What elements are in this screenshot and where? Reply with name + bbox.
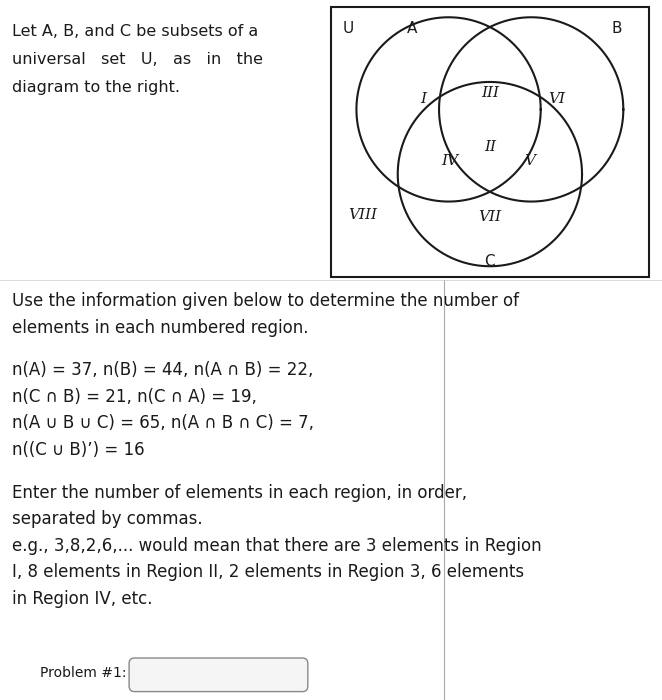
Text: VIII: VIII	[348, 207, 377, 221]
Text: B: B	[612, 21, 622, 36]
Text: U: U	[343, 21, 354, 36]
Text: elements in each numbered region.: elements in each numbered region.	[12, 318, 308, 337]
Text: C: C	[485, 254, 495, 270]
Text: A: A	[407, 21, 417, 36]
Text: Problem #1:: Problem #1:	[40, 666, 126, 680]
Text: n(A ∪ B ∪ C) = 65, n(A ∩ B ∩ C) = 7,: n(A ∪ B ∪ C) = 65, n(A ∩ B ∩ C) = 7,	[12, 414, 314, 433]
Text: Use the information given below to determine the number of: Use the information given below to deter…	[12, 292, 519, 310]
Text: V: V	[524, 153, 535, 167]
Text: Let A, B, and C be subsets of a: Let A, B, and C be subsets of a	[12, 24, 258, 39]
Text: n(A) = 37, n(B) = 44, n(A ∩ B) = 22,: n(A) = 37, n(B) = 44, n(A ∩ B) = 22,	[12, 361, 313, 379]
Text: in Region IV, etc.: in Region IV, etc.	[12, 590, 152, 608]
Text: III: III	[481, 86, 499, 100]
Text: I: I	[420, 92, 426, 106]
Text: VII: VII	[479, 210, 501, 224]
Text: II: II	[484, 140, 496, 154]
Text: IV: IV	[442, 153, 459, 167]
Text: n((C ∪ B)’) = 16: n((C ∪ B)’) = 16	[12, 441, 144, 459]
Text: universal   set   U,   as   in   the: universal set U, as in the	[12, 52, 263, 67]
Text: n(C ∩ B) = 21, n(C ∩ A) = 19,: n(C ∩ B) = 21, n(C ∩ A) = 19,	[12, 388, 257, 406]
Text: VI: VI	[548, 92, 565, 106]
Text: diagram to the right.: diagram to the right.	[12, 80, 180, 95]
Text: Enter the number of elements in each region, in order,: Enter the number of elements in each reg…	[12, 484, 467, 501]
Text: e.g., 3,8,2,6,... would mean that there are 3 elements in Region: e.g., 3,8,2,6,... would mean that there …	[12, 537, 542, 554]
FancyBboxPatch shape	[129, 658, 308, 692]
Text: separated by commas.: separated by commas.	[12, 510, 203, 528]
Text: I, 8 elements in Region II, 2 elements in Region 3, 6 elements: I, 8 elements in Region II, 2 elements i…	[12, 564, 524, 581]
Bar	[331, 7, 649, 276]
